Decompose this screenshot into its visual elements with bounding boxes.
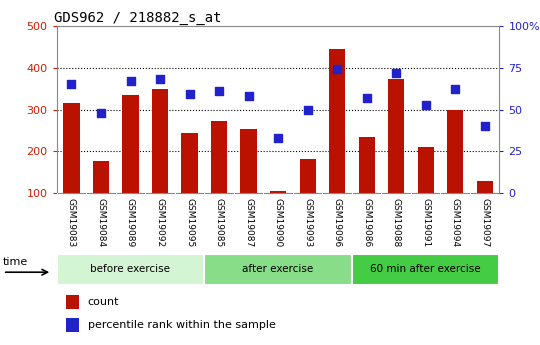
Text: GSM19088: GSM19088	[392, 198, 401, 247]
Bar	[477, 181, 493, 193]
Point	[126, 78, 135, 84]
Bar	[270, 191, 286, 193]
Point	[67, 82, 76, 87]
Point	[274, 135, 282, 141]
Point	[451, 87, 460, 92]
Point	[97, 110, 105, 116]
Text: GSM19086: GSM19086	[362, 198, 371, 247]
Bar	[211, 121, 227, 193]
Point	[303, 107, 312, 112]
Point	[333, 67, 341, 72]
Text: GSM19085: GSM19085	[214, 198, 224, 247]
Bar	[63, 103, 79, 193]
Point	[362, 95, 371, 101]
Text: GSM19094: GSM19094	[451, 198, 460, 247]
Bar	[329, 49, 345, 193]
Point	[421, 102, 430, 107]
Point	[215, 88, 224, 94]
Point	[244, 93, 253, 99]
Bar	[57, 254, 204, 285]
Point	[185, 92, 194, 97]
Text: GDS962 / 218882_s_at: GDS962 / 218882_s_at	[55, 11, 222, 25]
Point	[392, 70, 401, 76]
Bar	[204, 254, 352, 285]
Bar	[123, 95, 139, 193]
Text: GSM19084: GSM19084	[97, 198, 105, 247]
Text: GSM19097: GSM19097	[480, 198, 489, 247]
Point	[481, 124, 489, 129]
Text: before exercise: before exercise	[91, 264, 171, 274]
Bar	[359, 137, 375, 193]
Text: count: count	[87, 297, 119, 307]
Bar	[417, 147, 434, 193]
Text: GSM19087: GSM19087	[244, 198, 253, 247]
Text: GSM19093: GSM19093	[303, 198, 312, 247]
Bar	[65, 295, 79, 309]
Bar	[352, 254, 500, 285]
Text: after exercise: after exercise	[242, 264, 314, 274]
Bar	[300, 159, 316, 193]
Text: GSM19092: GSM19092	[156, 198, 165, 247]
Bar	[181, 132, 198, 193]
Bar	[93, 160, 109, 193]
Bar	[65, 318, 79, 332]
Text: GSM19091: GSM19091	[421, 198, 430, 247]
Text: time: time	[3, 257, 28, 267]
Bar	[152, 89, 168, 193]
Text: GSM19089: GSM19089	[126, 198, 135, 247]
Text: GSM19095: GSM19095	[185, 198, 194, 247]
Text: percentile rank within the sample: percentile rank within the sample	[87, 320, 275, 330]
Text: GSM19083: GSM19083	[67, 198, 76, 247]
Bar	[388, 79, 404, 193]
Point	[156, 77, 164, 82]
Text: GSM19090: GSM19090	[274, 198, 282, 247]
Bar	[447, 110, 463, 193]
Bar	[240, 129, 256, 193]
Text: 60 min after exercise: 60 min after exercise	[370, 264, 481, 274]
Text: GSM19096: GSM19096	[333, 198, 342, 247]
